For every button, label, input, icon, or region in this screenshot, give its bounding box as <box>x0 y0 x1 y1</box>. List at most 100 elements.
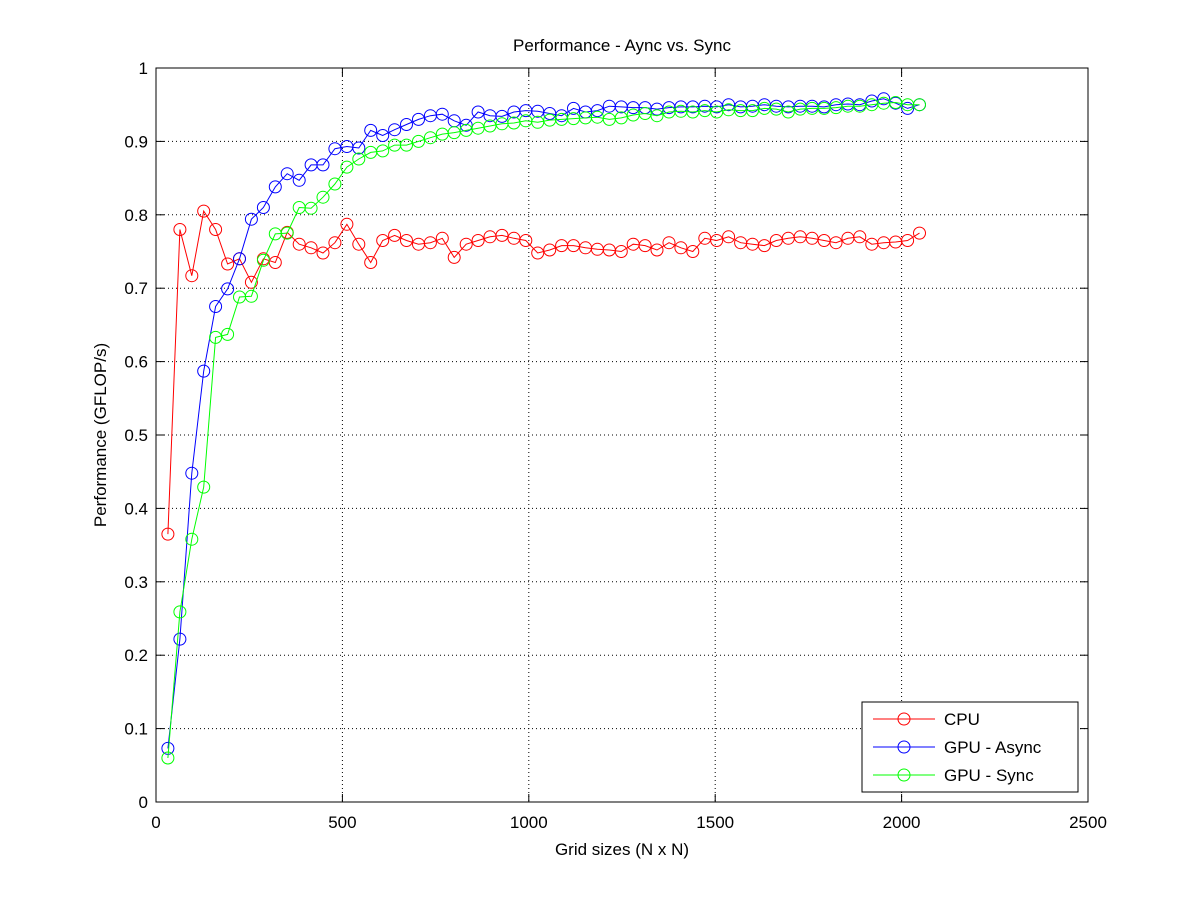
data-point-gpu-async <box>400 118 413 131</box>
legend-swatch-marker <box>897 712 911 726</box>
series-cpu <box>161 204 926 541</box>
data-point-cpu <box>638 239 652 253</box>
series-gpu-sync <box>161 96 926 765</box>
data-point-cpu <box>400 234 413 247</box>
data-point-gpu-sync <box>650 109 664 123</box>
data-point-cpu <box>340 217 354 231</box>
chart-title: Performance - Aync vs. Sync <box>513 36 731 55</box>
data-point-gpu-sync <box>185 532 199 546</box>
data-point-gpu-async <box>459 118 473 132</box>
data-point-gpu-async <box>555 109 569 123</box>
data-point-cpu <box>853 230 867 244</box>
data-point-gpu-async <box>352 141 366 155</box>
data-point-gpu-sync <box>352 152 366 166</box>
y-tick-label: 0.1 <box>124 720 148 739</box>
data-point-gpu-async <box>197 364 211 378</box>
data-point-gpu-async <box>221 282 235 296</box>
data-point-gpu-async <box>435 107 449 121</box>
series-layer <box>161 92 926 765</box>
data-point-cpu <box>376 234 390 247</box>
x-tick-label: 2000 <box>883 813 921 832</box>
data-point-cpu <box>686 245 700 258</box>
data-point-gpu-sync <box>340 160 354 174</box>
data-point-gpu-sync <box>256 253 270 267</box>
data-point-cpu <box>352 237 366 251</box>
data-point-gpu-async <box>316 158 330 172</box>
y-axis-label: Performance (GFLOP/s) <box>91 343 110 527</box>
legend-label: CPU <box>944 710 980 729</box>
data-point-gpu-sync <box>781 105 795 119</box>
data-point-gpu-async <box>388 123 402 137</box>
data-point-gpu-sync <box>316 190 330 204</box>
y-tick-label: 0.2 <box>124 646 148 665</box>
data-point-cpu <box>757 239 771 253</box>
data-point-cpu <box>447 250 461 264</box>
data-point-cpu <box>316 246 330 260</box>
data-point-cpu <box>459 237 473 251</box>
data-point-gpu-async <box>364 123 378 137</box>
data-point-gpu-async <box>376 129 390 142</box>
x-tick-label: 1500 <box>696 813 734 832</box>
data-point-gpu-async <box>185 466 199 480</box>
data-point-cpu <box>829 236 843 250</box>
data-point-cpu <box>435 231 449 245</box>
x-tick-label: 500 <box>328 813 356 832</box>
data-point-gpu-async <box>567 101 580 115</box>
data-point-gpu-async <box>244 212 258 226</box>
data-point-gpu-async <box>256 201 270 214</box>
data-point-gpu-async <box>173 632 187 646</box>
data-point-cpu <box>650 243 664 257</box>
y-tick-label: 0.4 <box>124 499 148 518</box>
data-point-cpu <box>913 226 926 240</box>
legend: CPU GPU - Async GPU - Sync <box>861 701 1079 793</box>
data-point-gpu-async <box>877 92 891 106</box>
data-point-gpu-sync <box>173 605 187 619</box>
data-point-cpu <box>614 245 628 258</box>
axis-ticks: 0 0.1 0.2 0.3 0.4 0.5 0.6 0.7 0.8 0.9 1 0 500 1000 150… <box>124 59 1107 832</box>
data-point-cpu <box>531 246 545 260</box>
data-point-cpu <box>674 241 688 255</box>
data-point-cpu <box>423 236 437 250</box>
data-point-cpu <box>722 230 736 244</box>
data-point-cpu <box>519 234 533 247</box>
data-point-cpu <box>328 236 342 250</box>
data-point-gpu-sync <box>614 111 628 125</box>
data-point-gpu-async <box>280 167 294 181</box>
y-tick-label: 0.5 <box>124 426 148 445</box>
data-point-gpu-sync <box>328 177 342 191</box>
data-point-gpu-async <box>901 101 915 115</box>
data-point-cpu <box>173 223 187 236</box>
data-point-gpu-sync <box>221 327 235 341</box>
data-point-gpu-sync <box>769 102 783 116</box>
data-point-cpu <box>364 256 378 269</box>
data-point-gpu-async <box>590 104 604 118</box>
data-point-gpu-async <box>268 180 282 194</box>
x-tick-label: 0 <box>151 813 160 832</box>
data-point-cpu <box>161 527 175 541</box>
data-point-gpu-async <box>233 252 246 266</box>
data-point-cpu <box>662 236 676 250</box>
y-tick-label: 0.8 <box>124 206 148 225</box>
legend-label: GPU - Sync <box>944 766 1034 785</box>
x-tick-label: 1000 <box>510 813 548 832</box>
data-point-cpu <box>543 243 557 257</box>
data-point-gpu-sync <box>913 98 926 112</box>
x-axis-label: Grid sizes (N x N) <box>555 840 689 859</box>
data-point-gpu-sync <box>412 134 425 148</box>
data-point-cpu <box>710 234 724 247</box>
y-tick-label: 0.9 <box>124 132 148 151</box>
data-point-gpu-sync <box>244 289 258 303</box>
data-point-gpu-async <box>471 105 485 119</box>
data-point-gpu-async <box>292 173 306 187</box>
data-point-cpu <box>244 275 258 289</box>
data-point-cpu <box>292 237 306 251</box>
y-tick-label: 0.7 <box>124 279 148 298</box>
data-point-gpu-async <box>209 300 223 313</box>
y-tick-label: 0.6 <box>124 353 148 372</box>
data-point-cpu <box>388 228 402 242</box>
legend-swatch-marker <box>897 768 911 782</box>
data-point-gpu-async <box>495 109 509 123</box>
legend-item-gpu-sync: GPU - Sync <box>873 766 1034 785</box>
legend-item-gpu-async: GPU - Async <box>873 738 1042 757</box>
data-point-gpu-sync <box>197 480 211 494</box>
